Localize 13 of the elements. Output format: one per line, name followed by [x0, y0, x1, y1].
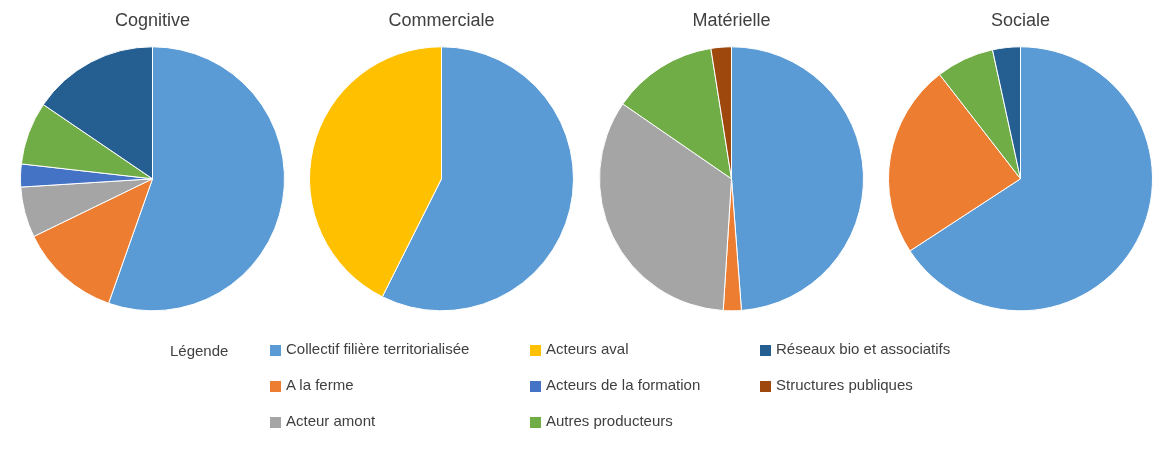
legend-label: Acteurs de la formation [546, 376, 701, 393]
legend-label: Acteurs aval [546, 340, 629, 357]
legend-label: Collectif filière territorialisée [286, 340, 470, 357]
chart-title: Sociale [990, 9, 1050, 30]
legend-label: Structures publiques [776, 376, 913, 393]
chart-title: Cognitive [115, 9, 191, 30]
legend-label: Autres producteurs [546, 412, 673, 429]
legend-label: Réseaux bio et associatifs [776, 340, 951, 357]
legend-label: Acteur amont [286, 412, 376, 429]
legend-title: Légende [170, 341, 230, 361]
chart-title: Commerciale [388, 9, 495, 30]
legend-label: A la ferme [286, 376, 354, 393]
chart-title: Matérielle [692, 9, 771, 30]
